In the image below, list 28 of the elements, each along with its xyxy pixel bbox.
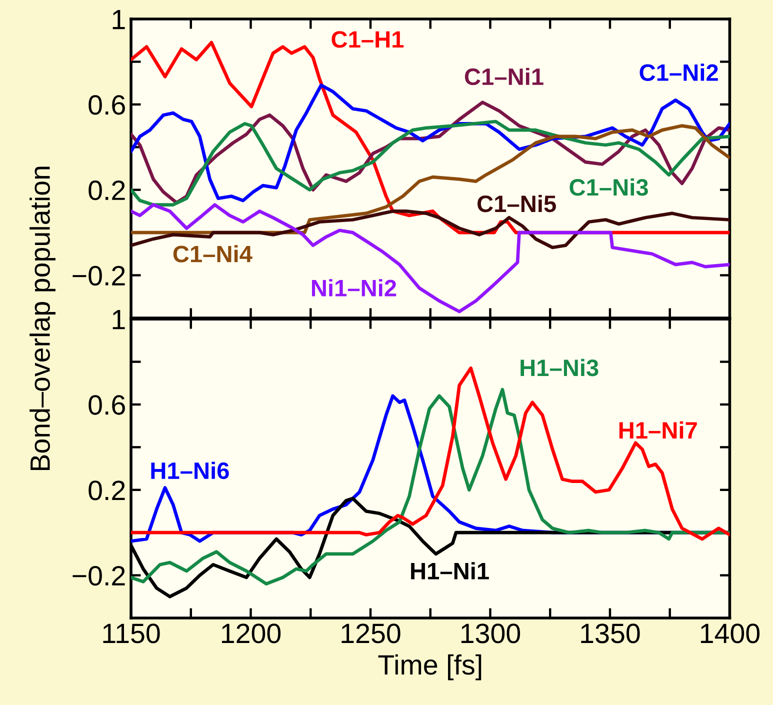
x-axis-title: Time [fs] <box>378 654 482 680</box>
x-tick-label: 1250 <box>342 624 400 644</box>
y-tick-label: 0.6 <box>88 95 125 115</box>
series-label: C1–Ni2 <box>640 64 718 81</box>
series-label: C1–Ni5 <box>478 194 556 212</box>
series-label: C1–H1 <box>332 31 404 48</box>
x-tick-label: 1300 <box>461 624 520 644</box>
line-series <box>131 388 730 586</box>
y-tick-label: 1 <box>112 10 125 30</box>
y-tick-label: 1 <box>112 310 125 330</box>
series-label: H1–Ni6 <box>151 462 229 480</box>
x-tick-label: 1150 <box>103 624 160 644</box>
x-tick-label: 1350 <box>581 624 640 644</box>
y-tick-label: 0.6 <box>88 395 125 415</box>
series-label: Ni1–Ni2 <box>312 279 396 296</box>
series-label: C1–Ni4 <box>173 245 252 262</box>
y-tick-label: 0.2 <box>88 480 125 500</box>
y-tick-label: 0.2 <box>88 180 125 200</box>
x-tick-label: 1400 <box>700 624 760 644</box>
series-label: H1–Ni7 <box>619 421 697 438</box>
x-tick-label: 1200 <box>222 624 281 644</box>
series-label: H1–Ni1 <box>411 562 489 580</box>
y-axis-title: Bond–overlap population <box>30 166 56 470</box>
series-label: H1–Ni3 <box>520 358 598 376</box>
y-tick-label: −0.2 <box>72 266 125 286</box>
series-label: C1–Ni1 <box>464 68 544 86</box>
series-label: C1–Ni3 <box>570 178 648 196</box>
y-tick-label: −0.2 <box>72 566 125 586</box>
